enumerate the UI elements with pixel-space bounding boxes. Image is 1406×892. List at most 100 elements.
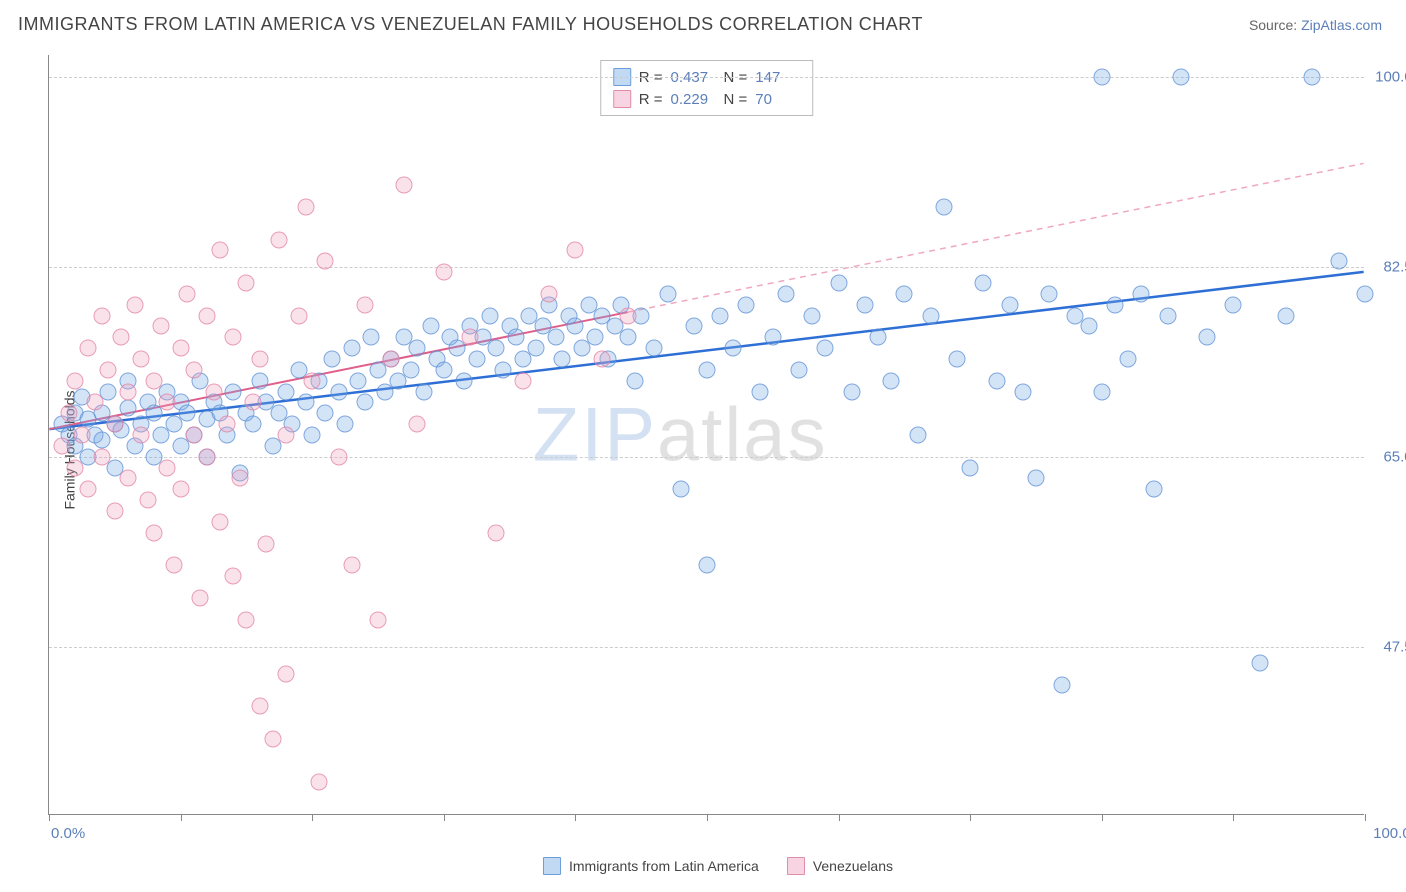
data-point <box>185 361 202 378</box>
data-point <box>343 557 360 574</box>
data-point <box>244 394 261 411</box>
data-point <box>751 383 768 400</box>
data-point <box>738 296 755 313</box>
data-point <box>60 405 77 422</box>
data-point <box>297 394 314 411</box>
data-point <box>67 372 84 389</box>
data-point <box>166 557 183 574</box>
data-point <box>212 513 229 530</box>
data-point <box>185 427 202 444</box>
data-point <box>514 372 531 389</box>
data-point <box>297 199 314 216</box>
data-point <box>843 383 860 400</box>
data-point <box>205 383 222 400</box>
data-point <box>1199 329 1216 346</box>
gridline <box>49 77 1364 78</box>
data-point <box>587 329 604 346</box>
data-point <box>100 361 117 378</box>
data-point <box>277 665 294 682</box>
data-point <box>1120 351 1137 368</box>
data-point <box>488 340 505 357</box>
chart-title: IMMIGRANTS FROM LATIN AMERICA VS VENEZUE… <box>18 14 923 35</box>
data-point <box>488 524 505 541</box>
data-point <box>225 383 242 400</box>
data-point <box>402 361 419 378</box>
data-point <box>1304 68 1321 85</box>
data-point <box>119 399 136 416</box>
data-point <box>1028 470 1045 487</box>
chart-container: Family Households ZIPatlas R = 0.437 N =… <box>48 55 1388 845</box>
data-point <box>1001 296 1018 313</box>
x-tick <box>575 814 576 821</box>
data-point <box>672 481 689 498</box>
x-tick <box>1233 814 1234 821</box>
data-point <box>113 329 130 346</box>
data-point <box>251 698 268 715</box>
data-point <box>198 448 215 465</box>
data-point <box>1146 481 1163 498</box>
data-point <box>567 242 584 259</box>
data-point <box>323 351 340 368</box>
data-point <box>277 427 294 444</box>
data-point <box>264 731 281 748</box>
data-point <box>830 275 847 292</box>
data-point <box>1093 383 1110 400</box>
legend-item-2: Venezuelans <box>787 857 893 875</box>
data-point <box>620 329 637 346</box>
x-tick <box>970 814 971 821</box>
data-point <box>172 340 189 357</box>
data-point <box>481 307 498 324</box>
data-point <box>93 307 110 324</box>
x-tick <box>444 814 445 821</box>
data-point <box>554 351 571 368</box>
data-point <box>620 307 637 324</box>
data-point <box>383 351 400 368</box>
data-point <box>1251 655 1268 672</box>
data-point <box>962 459 979 476</box>
data-point <box>422 318 439 335</box>
data-point <box>435 264 452 281</box>
data-point <box>119 383 136 400</box>
data-point <box>922 307 939 324</box>
data-point <box>896 285 913 302</box>
data-point <box>856 296 873 313</box>
data-point <box>409 416 426 433</box>
data-point <box>330 448 347 465</box>
data-point <box>317 253 334 270</box>
data-point <box>119 470 136 487</box>
data-point <box>317 405 334 422</box>
data-point <box>909 427 926 444</box>
data-point <box>1225 296 1242 313</box>
data-point <box>179 285 196 302</box>
data-point <box>198 307 215 324</box>
data-point <box>804 307 821 324</box>
data-point <box>238 275 255 292</box>
data-point <box>251 372 268 389</box>
data-point <box>1133 285 1150 302</box>
data-point <box>699 361 716 378</box>
data-point <box>159 459 176 476</box>
source-link[interactable]: ZipAtlas.com <box>1301 17 1382 33</box>
source-attribution: Source: ZipAtlas.com <box>1249 17 1382 33</box>
data-point <box>699 557 716 574</box>
data-point <box>435 361 452 378</box>
data-point <box>1330 253 1347 270</box>
gridline <box>49 267 1364 268</box>
data-point <box>310 774 327 791</box>
data-point <box>146 372 163 389</box>
data-point <box>949 351 966 368</box>
x-tick <box>1102 814 1103 821</box>
data-point <box>416 383 433 400</box>
stats-legend-box: R = 0.437 N = 147 R = 0.229 N = 70 <box>600 60 814 116</box>
data-point <box>1080 318 1097 335</box>
data-point <box>685 318 702 335</box>
data-point <box>304 372 321 389</box>
plot-area: ZIPatlas R = 0.437 N = 147 R = 0.229 N =… <box>48 55 1364 815</box>
data-point <box>495 361 512 378</box>
data-point <box>238 611 255 628</box>
data-point <box>541 285 558 302</box>
data-point <box>225 329 242 346</box>
data-point <box>330 383 347 400</box>
stats-row-series-2: R = 0.229 N = 70 <box>613 88 801 110</box>
data-point <box>712 307 729 324</box>
